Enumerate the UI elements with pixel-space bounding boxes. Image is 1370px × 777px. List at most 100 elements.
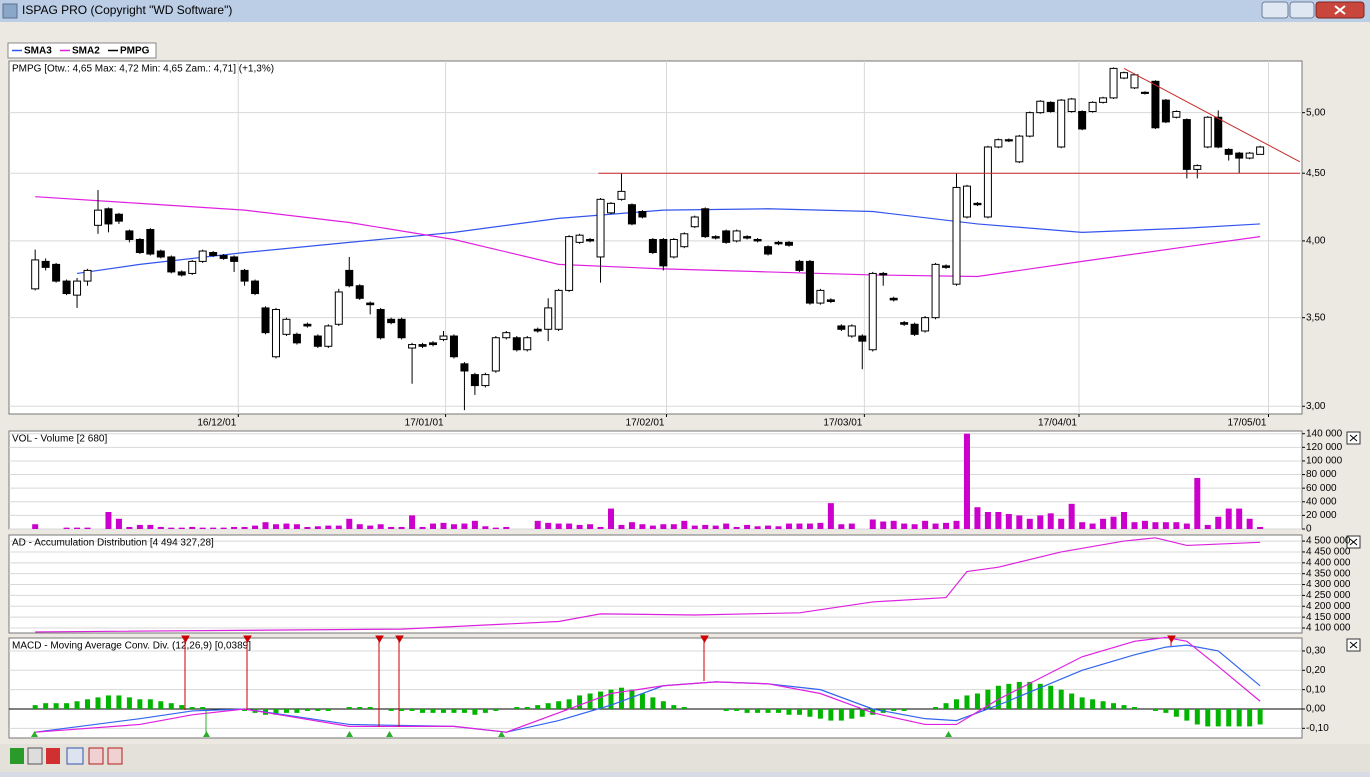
- signal-line: [184, 636, 1172, 727]
- bar: [838, 524, 845, 529]
- candle-body: [62, 280, 71, 295]
- histogram-bar: [388, 708, 394, 711]
- candle-body: [355, 285, 364, 299]
- candle-body: [376, 309, 385, 339]
- bar: [1100, 518, 1107, 529]
- y-tick-label: -0,10: [1306, 723, 1329, 734]
- histogram-bar: [650, 697, 656, 709]
- bar: [409, 515, 416, 529]
- candle-body: [230, 256, 239, 262]
- bar: [618, 524, 625, 529]
- bar: [1047, 513, 1054, 529]
- panel-close-icon: [1349, 538, 1358, 546]
- bar: [1131, 522, 1138, 529]
- candle-body: [1256, 146, 1265, 155]
- y-tick-label: 4 300 000: [1306, 579, 1351, 590]
- bar: [984, 511, 991, 529]
- histogram-bar: [32, 705, 38, 709]
- minimize-button[interactable]: [1261, 1, 1289, 19]
- candle-body: [282, 318, 291, 335]
- panel: [8, 60, 1303, 415]
- series-line: [35, 636, 1261, 733]
- histogram-bar: [1152, 708, 1158, 711]
- x-tick-label: 17/03/01: [823, 418, 862, 429]
- candle-body: [1046, 101, 1055, 112]
- sell-signal: [181, 635, 1176, 643]
- x-tick-label: 16/12/01: [197, 418, 236, 429]
- candle-body: [1015, 135, 1024, 163]
- y-tick-label: 4 250 000: [1306, 590, 1351, 601]
- bar: [189, 526, 196, 529]
- bar: [963, 433, 970, 529]
- bar: [775, 526, 782, 529]
- candle-body: [722, 230, 731, 243]
- candle-body: [1203, 116, 1212, 148]
- y-tick-label: 4,50: [1306, 168, 1326, 179]
- bar: [587, 524, 594, 529]
- tool-button[interactable]: [10, 748, 24, 764]
- histogram-bar: [786, 708, 792, 715]
- bar: [178, 527, 185, 529]
- histogram-bar: [566, 699, 572, 709]
- bar: [911, 524, 918, 529]
- histogram-bar: [1090, 699, 1096, 709]
- candle-body: [879, 272, 888, 276]
- candle-body: [1109, 67, 1118, 99]
- histogram-bar: [346, 707, 352, 709]
- histogram-bar: [1236, 708, 1242, 727]
- candle-body: [1057, 99, 1066, 148]
- histogram-bar: [901, 708, 907, 711]
- y-tick-label: 40 000: [1306, 496, 1337, 507]
- histogram-bar: [147, 699, 153, 709]
- tool-button[interactable]: [66, 747, 84, 765]
- bar: [869, 519, 876, 529]
- candle-body: [889, 297, 898, 301]
- histogram-bar: [954, 699, 960, 709]
- candle-body: [826, 299, 835, 302]
- histogram-bar: [64, 703, 70, 709]
- y-tick-label: 5,00: [1306, 107, 1326, 118]
- candle-body: [994, 139, 1003, 148]
- candle-body: [1214, 116, 1223, 148]
- histogram-bar: [828, 708, 834, 721]
- tool-button[interactable]: [46, 748, 60, 764]
- bar: [576, 524, 583, 529]
- candle-body: [983, 146, 992, 218]
- bar: [356, 524, 363, 529]
- histogram-bar: [74, 701, 80, 709]
- histogram-bar: [1079, 697, 1085, 709]
- candle-body: [837, 325, 846, 330]
- tool-button[interactable]: [88, 747, 104, 765]
- candle-body: [648, 238, 657, 254]
- bar: [440, 522, 447, 529]
- bar: [1215, 516, 1222, 529]
- histogram-bar: [577, 695, 583, 709]
- bar: [272, 524, 279, 529]
- histogram-bar: [85, 699, 91, 709]
- candle-body: [470, 374, 479, 387]
- bar: [231, 526, 238, 529]
- candle-body: [41, 260, 50, 268]
- candle-body: [429, 342, 438, 346]
- bar: [848, 523, 855, 529]
- bar: [388, 526, 395, 529]
- tool-button[interactable]: [27, 747, 43, 765]
- bar: [1026, 518, 1033, 529]
- bar: [1058, 518, 1065, 529]
- histogram-bar: [1226, 708, 1232, 727]
- candle-body: [973, 202, 982, 206]
- candle-body: [261, 307, 270, 334]
- histogram-bar: [325, 708, 331, 711]
- y-tick-label: 80 000: [1306, 469, 1337, 480]
- series-line: [35, 537, 1261, 633]
- bar: [890, 520, 897, 529]
- histogram-bar: [1037, 683, 1043, 709]
- histogram-bar: [105, 695, 111, 709]
- bar: [84, 527, 91, 529]
- candle-body: [586, 238, 595, 242]
- tool-button[interactable]: [107, 747, 123, 765]
- legend-label: SMA2: [72, 46, 100, 57]
- maximize-button[interactable]: [1289, 1, 1315, 19]
- histogram-bar: [440, 708, 446, 713]
- bar: [482, 526, 489, 529]
